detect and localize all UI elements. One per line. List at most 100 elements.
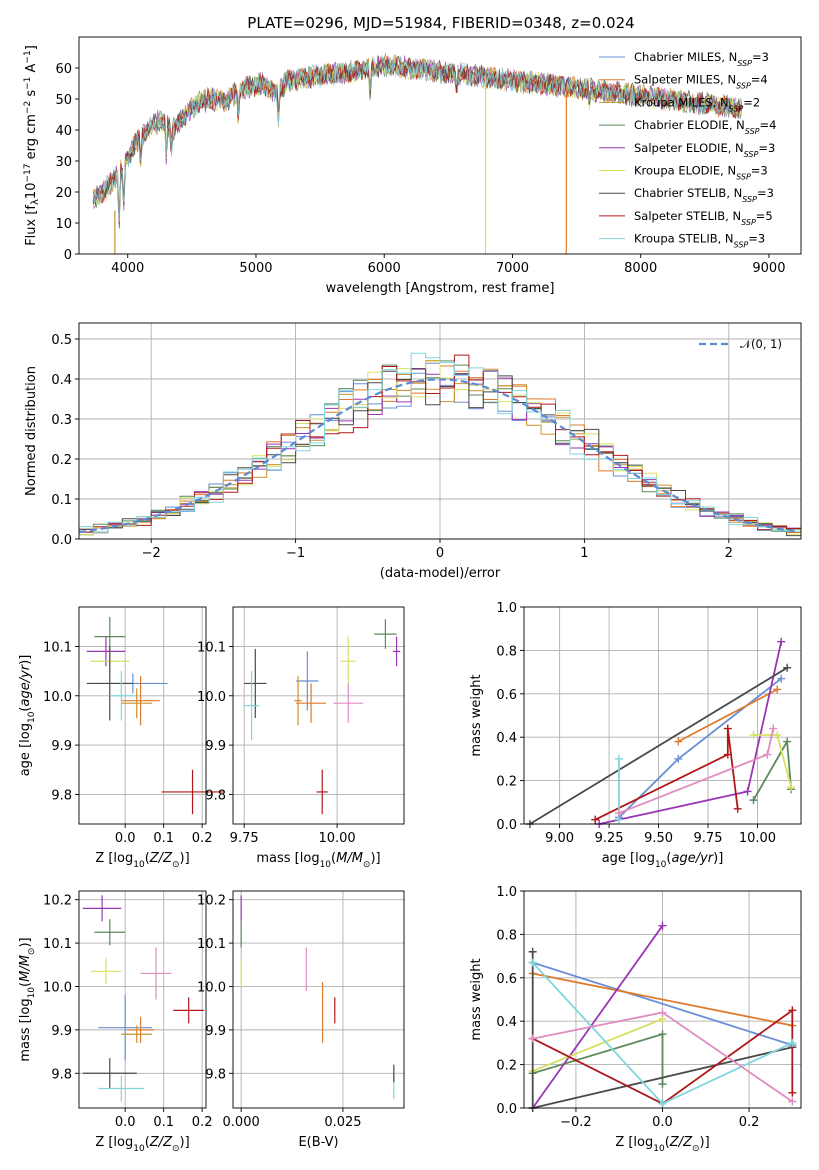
panels: 4000 5000 6000 7000 8000 90000102030405060wav… xyxy=(18,36,802,1154)
mass-weight-marker xyxy=(788,1088,797,1097)
y-tick-label: 9.9 xyxy=(51,1024,72,1039)
x-tick-label: 0.2 xyxy=(192,831,213,846)
x-tick-label: 8000 xyxy=(624,261,657,276)
mass-weight-marker xyxy=(773,731,782,740)
x-axis-label: mass [log10(M/M⊙)] xyxy=(256,851,380,870)
axes-frame xyxy=(78,606,207,825)
legend-label: Salpeter MILES, NSSP=4 xyxy=(634,73,768,91)
panel-age_vs_Z: 0.0 0.1 0.2 9.8 9.9 10.0 10.1 Z [log10(Z/Z⊙)] ag… xyxy=(18,606,224,870)
errorbar-point xyxy=(90,958,122,985)
mass-weight-marker xyxy=(769,724,778,733)
x-tick-label: 0.1 xyxy=(153,831,174,846)
y-tick-label: 0.2 xyxy=(51,453,72,468)
x-tick-label: −0.2 xyxy=(560,1115,592,1130)
y-tick-label: 0 xyxy=(64,248,72,263)
y-tick-label: 0.6 xyxy=(496,972,517,987)
mass-weight-marker xyxy=(591,815,600,824)
grid-lines xyxy=(233,891,404,1108)
y-axis-label: mass weight xyxy=(469,958,484,1040)
mass-weight-marker xyxy=(658,1008,667,1017)
mass-weight-marker xyxy=(733,804,742,813)
histogram-series xyxy=(79,354,801,533)
mass-weight-marker xyxy=(528,947,537,956)
mass-weight-marker xyxy=(528,1034,537,1043)
errorbar-point xyxy=(121,688,153,718)
mass-weight-marker xyxy=(658,1080,667,1089)
x-tick-label: 7000 xyxy=(496,261,529,276)
errorbar-point xyxy=(98,995,153,1061)
x-tick-label: 9.75 xyxy=(694,831,723,846)
spectrum-line xyxy=(92,56,742,225)
y-tick-label: 0.4 xyxy=(51,373,72,388)
y-tick-label: 50 xyxy=(55,93,72,108)
y-tick-label: 9.8 xyxy=(205,788,226,803)
panel-spectrum: 4000 5000 6000 7000 8000 9000 0 10 20 30 40 50 60 wav… xyxy=(23,36,802,296)
x-tick-label: 2 xyxy=(725,546,733,561)
y-tick-label: 0.1 xyxy=(51,493,72,508)
mass-weight-line xyxy=(532,961,793,1046)
y-tick-label: 0.8 xyxy=(496,644,517,659)
legend-label: Salpeter STELIB, NSSP=5 xyxy=(634,209,773,227)
axes-frame xyxy=(523,890,802,1109)
legend-label: Chabrier ELODIE, NSSP=4 xyxy=(634,118,776,136)
errorbar-point xyxy=(340,636,356,686)
legend-label: Kroupa MILES, NSSP=2 xyxy=(634,95,760,113)
y-tick-label: 0.8 xyxy=(496,928,517,943)
panel-massweight_vs_age: 9.00 9.25 9.50 9.75 10.00 0.0 0.2 0.4 0.6 0.8 1.0 m… xyxy=(469,601,802,870)
legend-label: Salpeter ELODIE, NSSP=3 xyxy=(634,141,775,159)
y-tick-label: 0.6 xyxy=(496,688,517,703)
residuals-legend: 𝒩(0, 1) xyxy=(699,337,782,351)
y-tick-label: 0.5 xyxy=(51,333,72,348)
mass-weight-line xyxy=(532,972,793,1027)
axis-ticks: 0.0 0.1 0.2 9.8 9.9 10.0 10.1 xyxy=(43,640,212,846)
x-tick-label: −1 xyxy=(286,546,305,561)
errorbar-point xyxy=(82,895,122,922)
mass-weight-marker xyxy=(658,1030,667,1039)
errorbar-point xyxy=(82,1058,137,1089)
x-tick-label: 0.025 xyxy=(324,1115,361,1130)
errorbar-point xyxy=(94,919,126,946)
legend-label: Chabrier MILES, NSSP=3 xyxy=(634,50,769,68)
mass-weight-marker xyxy=(773,685,782,694)
errorbar-point xyxy=(296,683,326,723)
x-tick-label: 9.00 xyxy=(545,831,574,846)
grid-lines xyxy=(79,607,206,824)
axis-ticks: −2 −1 0 1 2 0.0 0.1 0.2 0.3 0.4 0.5 xyxy=(51,333,733,561)
x-tick-label: 0.2 xyxy=(192,1115,213,1130)
mass-weight-marker xyxy=(614,754,623,763)
errorbar-point xyxy=(244,671,260,741)
mass-weight-marker xyxy=(674,737,683,746)
spectrum-legend: Chabrier MILES, NSSP=3 Salpeter MILES, NS… xyxy=(599,50,776,249)
errorbar-point xyxy=(294,676,302,726)
axes-frame xyxy=(232,606,405,825)
mass-weight-marker xyxy=(787,783,796,792)
y-tick-label: 0.2 xyxy=(496,775,517,790)
figure-title: PLATE=0296, MJD=51984, FIBERID=0348, z=0… xyxy=(247,14,634,32)
y-tick-label: 9.9 xyxy=(205,739,226,754)
axes-frame xyxy=(78,322,802,540)
x-tick-label: 10.00 xyxy=(739,831,776,846)
errorbar-point xyxy=(140,947,172,1000)
grid-lines xyxy=(79,891,206,1108)
errorbar-point xyxy=(127,1016,155,1043)
y-tick-label: 10 xyxy=(55,217,72,232)
histogram-series xyxy=(79,352,801,533)
mass-weight-line xyxy=(529,667,788,825)
axes-frame xyxy=(232,890,405,1109)
plot-area xyxy=(82,895,205,1102)
mass-weight-marker xyxy=(528,958,537,967)
panel-mass_vs_Z: 0.0 0.1 0.2 9.8 9.9 10.0 10.1 10.2 Z [log10(Z/Z⊙… xyxy=(18,890,213,1154)
errorbar-point xyxy=(316,769,328,815)
axes-frame xyxy=(78,36,802,255)
mass-weight-marker xyxy=(788,1097,797,1106)
mass-weight-marker xyxy=(749,796,758,805)
mass-weight-marker xyxy=(783,663,792,672)
plot-area xyxy=(86,616,224,815)
axis-ticks: 4000 5000 6000 7000 8000 9000 0 10 20 30 40 50 60 xyxy=(55,62,785,276)
errorbar-point xyxy=(296,651,319,711)
y-tick-label: 30 xyxy=(55,155,72,170)
mass-weight-line xyxy=(752,738,792,801)
axes-frame xyxy=(78,890,207,1109)
x-axis-label: age [log10(age/yr)] xyxy=(602,851,724,870)
errorbar-point xyxy=(161,769,224,815)
